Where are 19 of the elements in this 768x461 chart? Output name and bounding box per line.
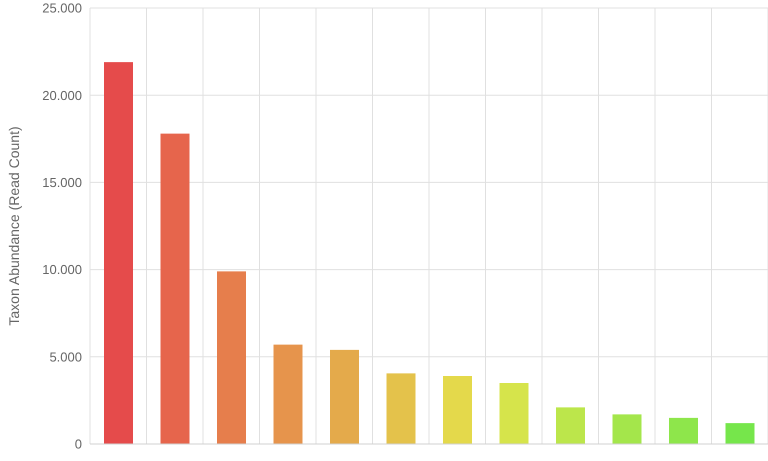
bar — [443, 376, 472, 444]
bar — [386, 373, 416, 444]
bar — [556, 407, 585, 444]
y-tick-label: 15.000 — [42, 175, 82, 190]
bar — [726, 423, 754, 444]
y-tick-label: 20.000 — [42, 88, 82, 103]
y-tick-label: 5.000 — [49, 349, 82, 364]
y-axis-title: Taxon Abundance (Read Count) — [6, 126, 22, 326]
bar — [500, 382, 528, 444]
bar — [669, 418, 698, 444]
y-tick-label: 0 — [74, 436, 82, 452]
y-tick-label: 25.000 — [42, 0, 82, 16]
bar — [612, 414, 642, 444]
bar — [104, 62, 133, 444]
bar — [274, 344, 302, 444]
bar — [217, 271, 246, 444]
bar — [160, 134, 190, 444]
bar — [330, 350, 359, 444]
y-tick-label: 10.000 — [42, 262, 82, 278]
